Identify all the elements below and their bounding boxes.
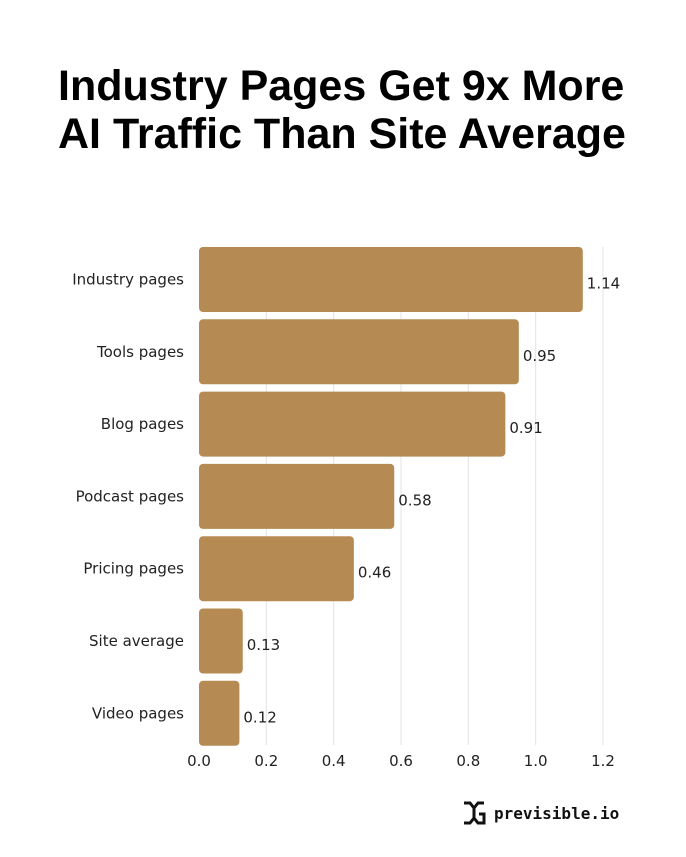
data-label: 0.13: [247, 636, 280, 654]
previsible-logo-icon: [464, 801, 486, 825]
data-label: 0.58: [398, 491, 431, 509]
category-label: Video pages: [92, 704, 184, 722]
x-tick-label: 0.0: [187, 752, 211, 770]
x-tick-label: 1.0: [524, 752, 548, 770]
x-tick-label: 1.2: [591, 752, 615, 770]
bar: [199, 680, 240, 746]
data-label: 1.14: [587, 275, 620, 293]
bar: [199, 608, 243, 674]
category-label: Blog pages: [101, 415, 184, 433]
bar: [199, 463, 395, 529]
bar-chart: 0.0 0.2 0.4 0.6 0.8 1.0 1.2 Industry pages 1.14 T…: [72, 247, 620, 770]
data-label: 0.46: [358, 564, 391, 582]
category-label: Site average: [89, 632, 184, 650]
x-tick-label: 0.2: [254, 752, 278, 770]
data-label: 0.12: [243, 708, 276, 726]
category-label: Podcast pages: [76, 487, 185, 505]
data-label: 0.91: [509, 419, 542, 437]
category-label: Pricing pages: [83, 560, 184, 578]
chart-title: Industry Pages Get 9x More AI Traffic Th…: [58, 62, 626, 158]
category-label: Tools pages: [96, 343, 184, 361]
x-tick-label: 0.6: [389, 752, 413, 770]
category-label: Industry pages: [72, 271, 184, 289]
bar: [199, 391, 506, 457]
brand-logo: previsible.io: [462, 800, 619, 826]
bar: [199, 247, 583, 312]
bar: [199, 536, 354, 602]
x-tick-label: 0.4: [322, 752, 346, 770]
data-label: 0.95: [523, 347, 556, 365]
x-tick-label: 0.8: [456, 752, 480, 770]
brand-name: previsible.io: [494, 803, 620, 823]
bar: [199, 319, 519, 385]
